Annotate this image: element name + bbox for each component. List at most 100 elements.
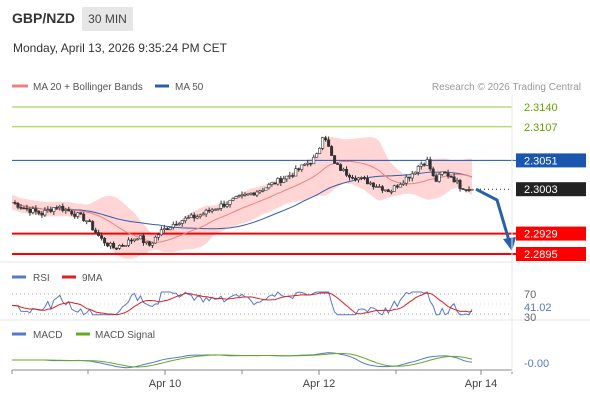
candle-body — [428, 159, 432, 170]
legend-macd-label: MACD — [33, 330, 62, 341]
candle-body — [455, 180, 459, 183]
candle-body — [386, 189, 390, 193]
macd-panel: MACD MACD Signal -0.00 — [12, 330, 549, 370]
candle-body — [327, 139, 331, 147]
candle-body — [177, 223, 181, 225]
candle-body — [37, 211, 41, 214]
candle-body — [201, 213, 205, 216]
candle-body — [365, 178, 369, 185]
candle-body — [416, 166, 420, 173]
symbol-label: GBP/NZD — [12, 10, 75, 26]
candle-body — [231, 198, 235, 201]
candle-body — [243, 194, 247, 196]
candle-body — [28, 208, 32, 213]
candle-body — [371, 182, 375, 188]
level-label-2: 2.3051 — [524, 155, 558, 167]
candle-body — [64, 209, 68, 211]
candle-body — [106, 242, 110, 247]
candle-body — [264, 187, 268, 191]
candle-body — [339, 164, 343, 171]
level-badge-4 — [516, 226, 586, 241]
candle-body — [467, 189, 471, 191]
rsi-line — [11, 291, 473, 316]
candle-body — [422, 163, 426, 166]
candle-body — [348, 174, 352, 178]
macd-signal-line — [12, 352, 473, 368]
candle-body — [225, 204, 229, 207]
candle-body — [401, 182, 405, 185]
candle-body — [31, 208, 35, 213]
legend-rsi-label: RSI — [33, 273, 50, 284]
level-label-0: 2.3140 — [524, 102, 558, 114]
candle-body — [377, 186, 381, 188]
candle-body — [303, 163, 307, 166]
candle-body — [315, 153, 319, 158]
candle-body — [168, 227, 172, 231]
candle-body — [312, 156, 316, 165]
candle-body — [76, 212, 80, 217]
rsi-level-70-label: 70 — [524, 289, 536, 301]
candle-body — [198, 214, 202, 217]
candle-body — [240, 194, 244, 197]
candle-body — [282, 178, 286, 183]
candle-body — [222, 203, 226, 207]
rsi-value-label: 41.02 — [524, 302, 552, 314]
interval-label: 30 MIN — [88, 12, 127, 26]
x-tick-label: Apr 10 — [149, 378, 181, 390]
candle-body — [291, 175, 295, 177]
candle-body — [392, 185, 396, 192]
level-label-1: 2.3107 — [524, 122, 558, 134]
candle-body — [67, 209, 71, 212]
candle-body — [440, 171, 444, 175]
candle-body — [159, 229, 163, 236]
candle-body — [431, 168, 435, 176]
candle-body — [138, 235, 142, 240]
candle-body — [297, 168, 301, 170]
level-label-5: 2.2895 — [524, 249, 558, 261]
level-label-4: 2.2929 — [524, 229, 558, 241]
candle-body — [43, 210, 47, 216]
level-badge-3 — [516, 182, 586, 197]
candle-body — [464, 189, 468, 191]
candle-body — [118, 245, 122, 249]
candle-body — [300, 164, 304, 170]
candle-body — [147, 241, 151, 246]
candle-body — [252, 192, 256, 196]
candle-body — [330, 146, 334, 156]
candle-body — [294, 168, 298, 177]
price-panel: 2.3140 2.3107 2.3051 2.3003 2.2929 2.2895 — [11, 102, 586, 261]
candle-body — [246, 193, 250, 196]
interval-badge[interactable] — [82, 7, 133, 31]
candle-body — [273, 182, 277, 185]
candle-body — [270, 182, 274, 185]
candle-body — [458, 180, 462, 189]
candle-body — [333, 155, 337, 164]
x-tick-label: Apr 12 — [303, 378, 335, 390]
candle-body — [276, 178, 280, 185]
candle-body — [124, 245, 128, 247]
candle-body — [318, 148, 322, 154]
candle-body — [374, 186, 378, 188]
candle-body — [195, 216, 199, 219]
candle-body — [398, 184, 402, 188]
candle-body — [153, 236, 157, 244]
credit-label: Research © 2026 Trading Central — [432, 82, 581, 93]
candle-body — [58, 205, 62, 209]
ma20-line — [11, 160, 473, 243]
x-tick-label: Apr 14 — [465, 378, 497, 390]
candle-body — [112, 243, 116, 249]
candle-body — [237, 195, 241, 197]
candle-body — [309, 162, 313, 165]
candle-body — [285, 175, 289, 180]
candle-body — [135, 238, 139, 241]
candle-body — [258, 190, 262, 193]
candle-body — [395, 185, 399, 188]
candle-body — [324, 137, 328, 141]
candle-body — [446, 172, 450, 177]
candle-body — [219, 203, 223, 209]
projection-arrow-head — [503, 237, 516, 251]
candle-body — [19, 207, 23, 209]
candle-body — [91, 221, 95, 231]
candle-body — [368, 182, 372, 185]
candle-body — [410, 173, 414, 179]
